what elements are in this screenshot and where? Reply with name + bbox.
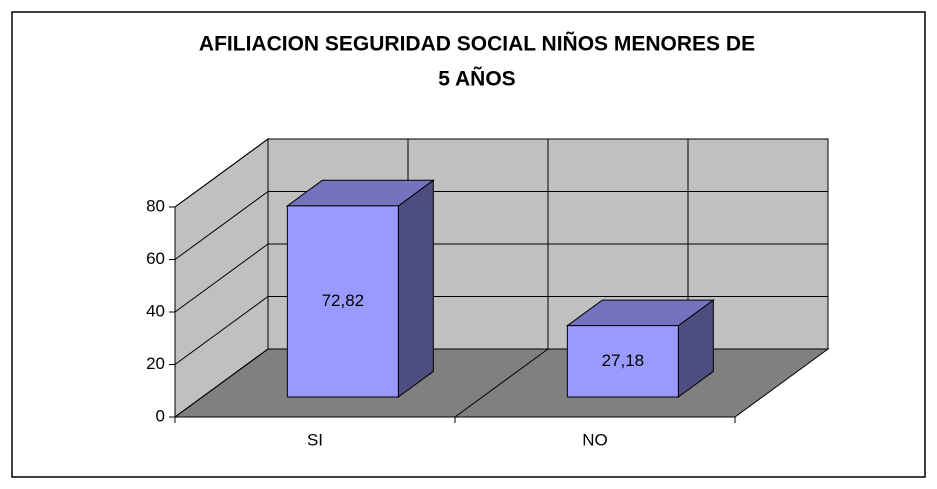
grid-line: [174, 138, 828, 208]
floor-divider: [454, 348, 549, 418]
y-tick-label: 20: [146, 354, 165, 373]
bar: [286, 205, 399, 398]
y-tick-label: 0: [156, 406, 165, 425]
x-tick-label: SI: [307, 430, 323, 449]
data-label: 27,18: [602, 351, 645, 370]
data-label: 72,82: [322, 291, 365, 310]
bar: [566, 325, 679, 398]
grid-line: [174, 296, 828, 365]
grid-line: [174, 243, 828, 313]
bar-side: [397, 179, 434, 398]
grid-line: [174, 191, 828, 260]
x-tick-label: NO: [582, 430, 608, 449]
y-tick-label: 40: [146, 301, 165, 320]
y-tick-label: 60: [146, 249, 165, 268]
y-tick-label: 80: [146, 196, 165, 215]
chart-title-line2: 5 AÑOS: [438, 68, 515, 91]
chart-title: AFILIACION SEGURIDAD SOCIAL NIÑOS MENORE…: [199, 33, 755, 56]
